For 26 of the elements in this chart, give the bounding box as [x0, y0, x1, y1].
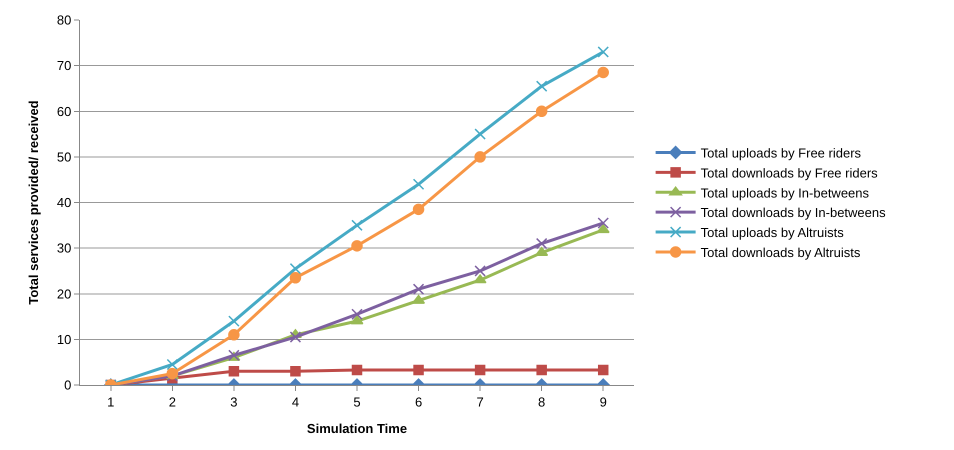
- legend-label: Total downloads by Free riders: [700, 165, 878, 180]
- y-tick-label: 10: [56, 332, 72, 347]
- y-tick-label: 70: [56, 58, 72, 74]
- legend-label: Total uploads by In-betweens: [700, 185, 870, 200]
- y-tick-label: 50: [56, 149, 72, 164]
- x-tick-label: 6: [414, 394, 422, 410]
- x-tick-label: 5: [353, 394, 361, 410]
- x-tick-label: 1: [107, 394, 114, 410]
- x-tick-label: 4: [292, 394, 300, 410]
- y-tick-label: 40: [56, 195, 72, 210]
- y-tick-label: 20: [56, 286, 72, 302]
- x-tick-label: 9: [600, 394, 607, 410]
- y-tick-label: 80: [56, 12, 72, 28]
- y-tick-label: 0: [64, 378, 72, 393]
- x-axis-title: Simulation Time: [306, 421, 408, 436]
- x-tick-label: 7: [476, 394, 484, 410]
- x-tick-label: 8: [538, 394, 546, 410]
- y-tick-label: 60: [56, 104, 72, 119]
- x-tick-label: 2: [168, 394, 176, 410]
- legend-label: Total downloads by In-betweens: [700, 205, 886, 220]
- y-axis-title: Total services provided/ received: [26, 100, 41, 305]
- y-tick-label: 30: [56, 240, 72, 256]
- legend-label: Total downloads by Altruists: [700, 245, 861, 260]
- x-tick-label: 3: [230, 394, 238, 410]
- legend-label: Total uploads by Altruists: [700, 225, 844, 240]
- legend-label: Total uploads by Free riders: [700, 146, 862, 161]
